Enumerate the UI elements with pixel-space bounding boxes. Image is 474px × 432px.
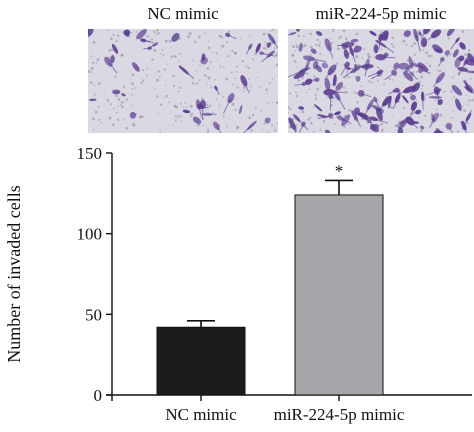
significance-asterisk: *: [335, 161, 344, 180]
y-tick-label: 150: [77, 144, 103, 163]
x-tick-label: miR-224-5p mimic: [274, 405, 405, 424]
y-axis-title: Number of invaded cells: [4, 185, 24, 362]
panel-label-nc-mimic: NC mimic: [147, 4, 219, 23]
x-tick-label: NC mimic: [165, 405, 237, 424]
micrograph-mir-224-5p-mimic: [288, 29, 474, 133]
y-tick-label: 100: [77, 225, 103, 244]
panel-label-mir-224-5p-mimic: miR-224-5p mimic: [315, 4, 447, 23]
y-tick-label: 0: [94, 386, 103, 405]
bar-nc-mimic: [156, 326, 246, 396]
micrograph-nc-mimic: [88, 29, 278, 133]
bar-mir-224-5p-mimic: [294, 194, 384, 396]
y-tick-label: 50: [85, 305, 102, 324]
